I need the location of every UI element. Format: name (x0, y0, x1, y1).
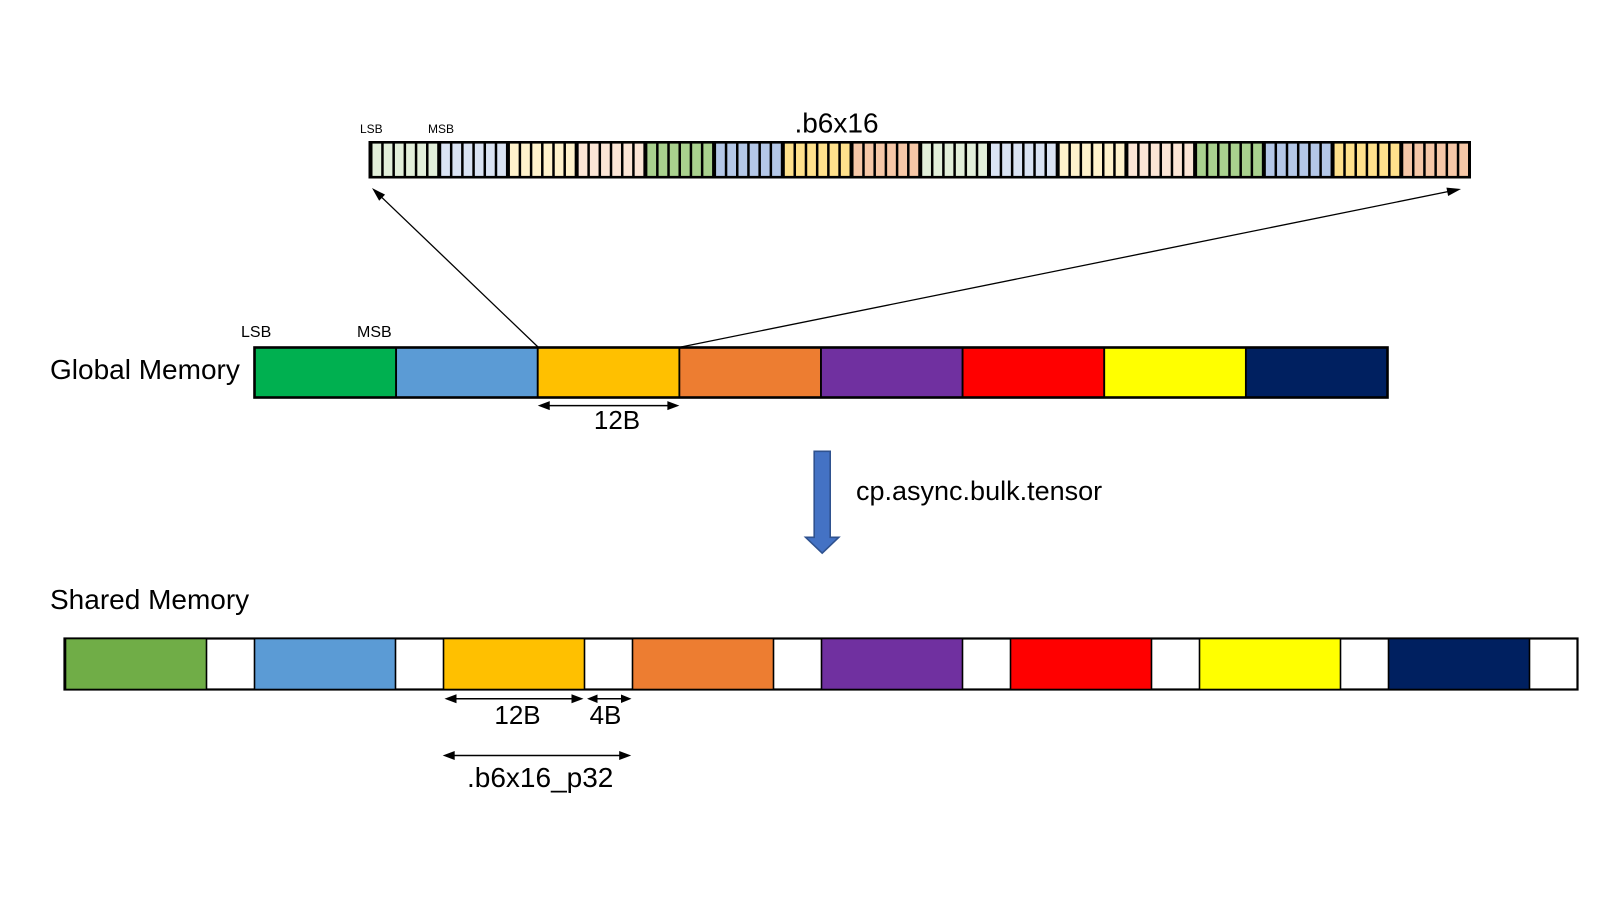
svg-text:MSB: MSB (357, 324, 392, 341)
svg-text:LSB: LSB (241, 324, 271, 341)
svg-text:MSB: MSB (428, 122, 454, 136)
svg-text:.b6x16: .b6x16 (794, 108, 878, 139)
svg-text:Shared Memory: Shared Memory (50, 584, 249, 615)
svg-text:12B: 12B (494, 700, 540, 730)
svg-text:4B: 4B (590, 700, 622, 730)
svg-text:LSB: LSB (360, 122, 383, 136)
svg-text:Global Memory: Global Memory (50, 354, 240, 385)
svg-text:12B: 12B (594, 405, 640, 435)
svg-text:.b6x16_p32: .b6x16_p32 (467, 762, 613, 793)
svg-text:cp.async.bulk.tensor: cp.async.bulk.tensor (856, 476, 1102, 506)
